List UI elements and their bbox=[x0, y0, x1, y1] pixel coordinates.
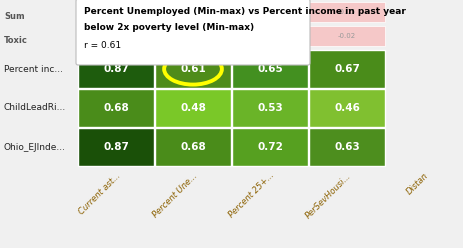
Text: ChildLeadRi...: ChildLeadRi... bbox=[4, 103, 66, 113]
Text: Distan: Distan bbox=[405, 171, 431, 196]
Text: Toxic: Toxic bbox=[4, 36, 28, 45]
Bar bbox=[155, 26, 231, 46]
Text: 0.48: 0.48 bbox=[180, 103, 206, 113]
Text: -0.01: -0.01 bbox=[107, 33, 125, 39]
Text: -0.06: -0.06 bbox=[107, 9, 125, 15]
Text: -0.05: -0.05 bbox=[261, 9, 279, 15]
Bar bbox=[309, 26, 385, 46]
Bar bbox=[78, 128, 154, 166]
Text: 0.53: 0.53 bbox=[257, 103, 283, 113]
Text: PerSevHousi...: PerSevHousi... bbox=[304, 171, 353, 220]
Bar bbox=[155, 50, 231, 88]
Text: Ohio_EJInde...: Ohio_EJInde... bbox=[4, 143, 66, 152]
Bar bbox=[232, 128, 308, 166]
Text: 0.72: 0.72 bbox=[257, 142, 283, 152]
Text: 0.46: 0.46 bbox=[334, 103, 360, 113]
Text: Percent Une...: Percent Une... bbox=[151, 171, 200, 219]
Bar bbox=[309, 50, 385, 88]
Bar bbox=[232, 26, 308, 46]
Text: r = 0.61: r = 0.61 bbox=[84, 41, 121, 50]
Bar bbox=[78, 26, 154, 46]
Text: below 2x poverty level (Min-max): below 2x poverty level (Min-max) bbox=[84, 23, 254, 32]
Bar bbox=[309, 128, 385, 166]
Bar bbox=[232, 50, 308, 88]
Text: -0.93: -0.93 bbox=[184, 9, 202, 15]
Text: 0.63: 0.63 bbox=[334, 142, 360, 152]
Text: Current ast...: Current ast... bbox=[77, 171, 122, 216]
Text: 0.68: 0.68 bbox=[103, 103, 129, 113]
Bar bbox=[232, 89, 308, 127]
Bar bbox=[78, 50, 154, 88]
Text: 0.65: 0.65 bbox=[257, 64, 283, 74]
Text: 0.67: 0.67 bbox=[334, 64, 360, 74]
Text: 0.87: 0.87 bbox=[103, 142, 129, 152]
Bar bbox=[309, 2, 385, 22]
Bar bbox=[78, 89, 154, 127]
Bar bbox=[78, 2, 154, 22]
Text: 0.87: 0.87 bbox=[103, 64, 129, 74]
Bar bbox=[309, 89, 385, 127]
Text: Percent Unemployed (Min-max) vs Percent income in past year: Percent Unemployed (Min-max) vs Percent … bbox=[84, 7, 406, 16]
Text: Percent inc...: Percent inc... bbox=[4, 64, 63, 73]
Text: -0.01: -0.01 bbox=[184, 33, 202, 39]
Text: Sum: Sum bbox=[4, 12, 25, 21]
Text: Percent 25+...: Percent 25+... bbox=[227, 171, 276, 220]
Text: -0.05: -0.05 bbox=[338, 9, 356, 15]
FancyBboxPatch shape bbox=[76, 0, 310, 65]
Bar bbox=[155, 128, 231, 166]
Text: -0.02: -0.02 bbox=[338, 33, 356, 39]
Text: 0.61: 0.61 bbox=[180, 64, 206, 74]
Text: 0.68: 0.68 bbox=[180, 142, 206, 152]
Text: 0: 0 bbox=[268, 33, 272, 39]
Bar bbox=[155, 2, 231, 22]
Bar bbox=[232, 2, 308, 22]
Bar bbox=[155, 89, 231, 127]
